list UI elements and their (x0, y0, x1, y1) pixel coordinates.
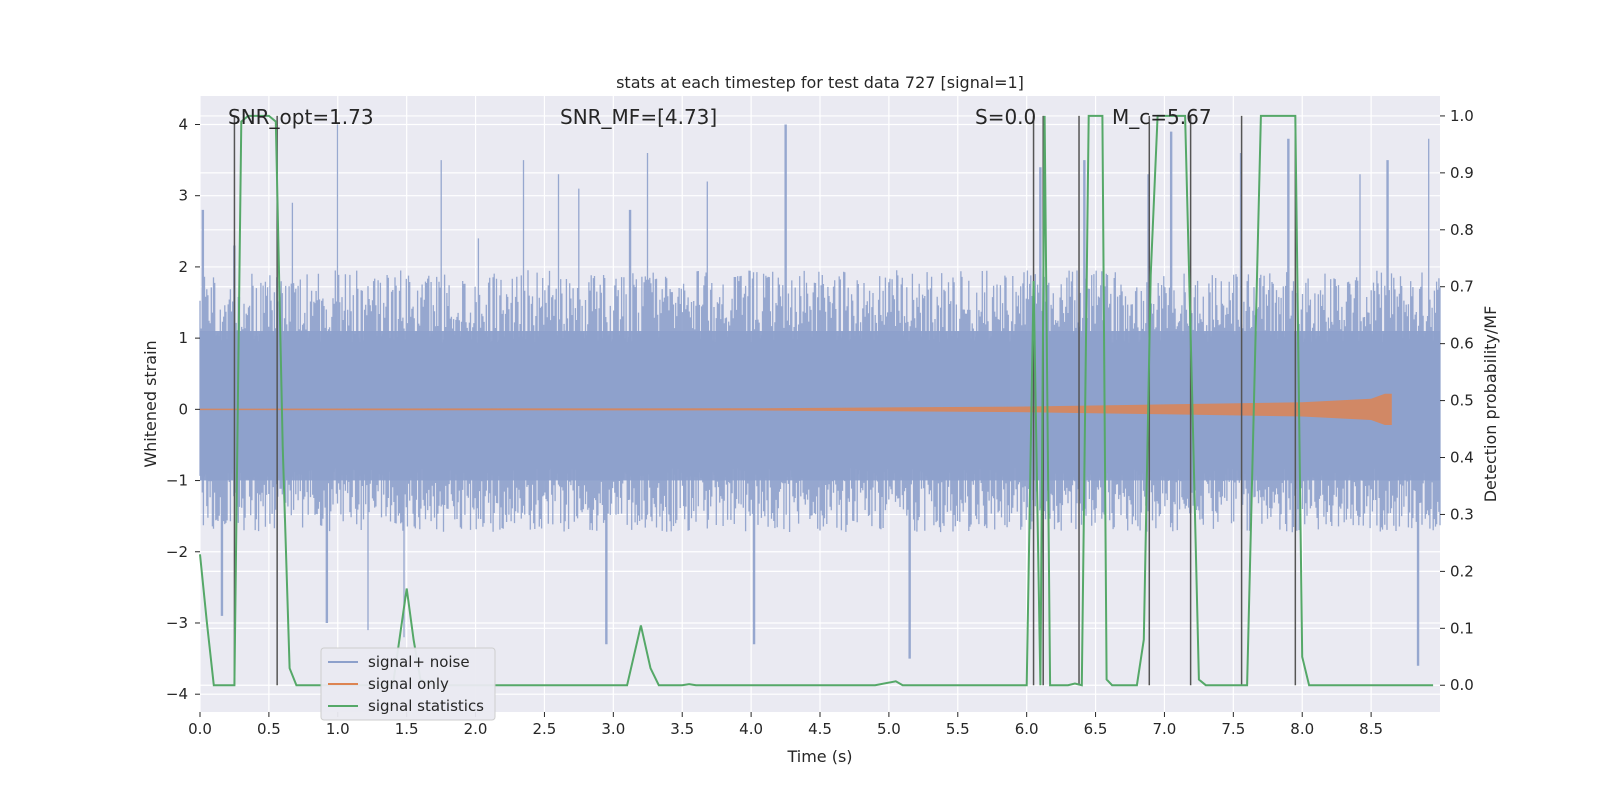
stat-line (199, 114, 1434, 687)
x-tick-label-8: 4.0 (739, 720, 763, 738)
yr-tick-label-3: 0.3 (1450, 505, 1474, 523)
annotation-snr-mf: SNR_MF=[4.73] (560, 105, 717, 129)
x-tick-label-3: 1.5 (395, 720, 419, 738)
yr-tick-label-10: 1.0 (1450, 107, 1474, 125)
yr-tick-label-2: 0.2 (1450, 562, 1474, 580)
legend-label-noise: signal+ noise (368, 653, 470, 671)
yl-tick-label-5: 1 (178, 329, 188, 347)
yl-tick-label-6: 2 (178, 258, 188, 276)
y-axis-right-ticks: 0.0 0.1 0.2 0.3 0.4 0.5 0.6 0.7 0.8 0.9 1.0 (1440, 107, 1474, 694)
x-tick-label-5: 2.5 (533, 720, 557, 738)
yr-tick-label-0: 0.0 (1450, 676, 1474, 694)
x-tick-label-6: 3.0 (601, 720, 625, 738)
signal-only-band (200, 393, 1392, 425)
yr-tick-label-7: 0.7 (1450, 278, 1474, 296)
yr-tick-label-4: 0.4 (1450, 449, 1474, 467)
x-axis-ticks: 0.0 0.5 1.0 1.5 2.0 2.5 3.0 3.5 4.0 4.5 5.0 5.5 6.0 6… (188, 712, 1383, 738)
yl-tick-label-1: −3 (166, 614, 188, 632)
x-tick-label-10: 5.0 (877, 720, 901, 738)
x-axis-label: Time (s) (786, 747, 852, 766)
yr-tick-label-6: 0.6 (1450, 335, 1474, 353)
x-tick-label-9: 4.5 (808, 720, 832, 738)
x-tick-label-17: 8.5 (1359, 720, 1383, 738)
x-tick-label-14: 7.0 (1153, 720, 1177, 738)
yl-tick-label-0: −4 (166, 685, 188, 703)
annotation-s: S=0.0 (975, 105, 1036, 129)
yr-tick-label-1: 0.1 (1450, 619, 1474, 637)
yr-tick-label-9: 0.9 (1450, 164, 1474, 182)
legend-box (320, 647, 496, 721)
series-signal-statistics (199, 114, 1434, 687)
annotation-mc: M_c=5.67 (1112, 105, 1212, 129)
yl-tick-label-3: −1 (166, 472, 188, 490)
yl-tick-label-4: 0 (178, 400, 188, 418)
x-tick-label-12: 6.0 (1015, 720, 1039, 738)
annotation-snr-opt: SNR_opt=1.73 (228, 105, 374, 129)
x-tick-label-1: 0.5 (257, 720, 281, 738)
x-tick-label-16: 8.0 (1290, 720, 1314, 738)
chart-title: stats at each timestep for test data 727… (616, 73, 1024, 92)
x-tick-label-0: 0.0 (188, 720, 212, 738)
x-tick-label-4: 2.0 (464, 720, 488, 738)
y-axis-left-label: Whitened strain (141, 340, 160, 467)
x-tick-label-15: 7.5 (1221, 720, 1245, 738)
x-tick-label-2: 1.0 (326, 720, 350, 738)
x-tick-label-13: 6.5 (1084, 720, 1108, 738)
x-tick-label-7: 3.5 (670, 720, 694, 738)
x-tick-label-11: 5.5 (946, 720, 970, 738)
yr-tick-label-8: 0.8 (1450, 221, 1474, 239)
legend-label-signal: signal only (368, 675, 449, 693)
series-signal-only (200, 393, 1392, 425)
legend: signal+ noise signal only signal statist… (320, 647, 496, 721)
yl-tick-label-8: 4 (178, 115, 188, 133)
yl-tick-label-2: −2 (166, 543, 188, 561)
yr-tick-label-5: 0.5 (1450, 392, 1474, 410)
legend-label-stat: signal statistics (368, 697, 484, 715)
y-axis-left-ticks: −4 −3 −2 −1 0 1 2 3 4 (166, 115, 200, 703)
yl-tick-label-7: 3 (178, 187, 188, 205)
y-axis-right-label: Detection probability/MF (1481, 306, 1500, 503)
